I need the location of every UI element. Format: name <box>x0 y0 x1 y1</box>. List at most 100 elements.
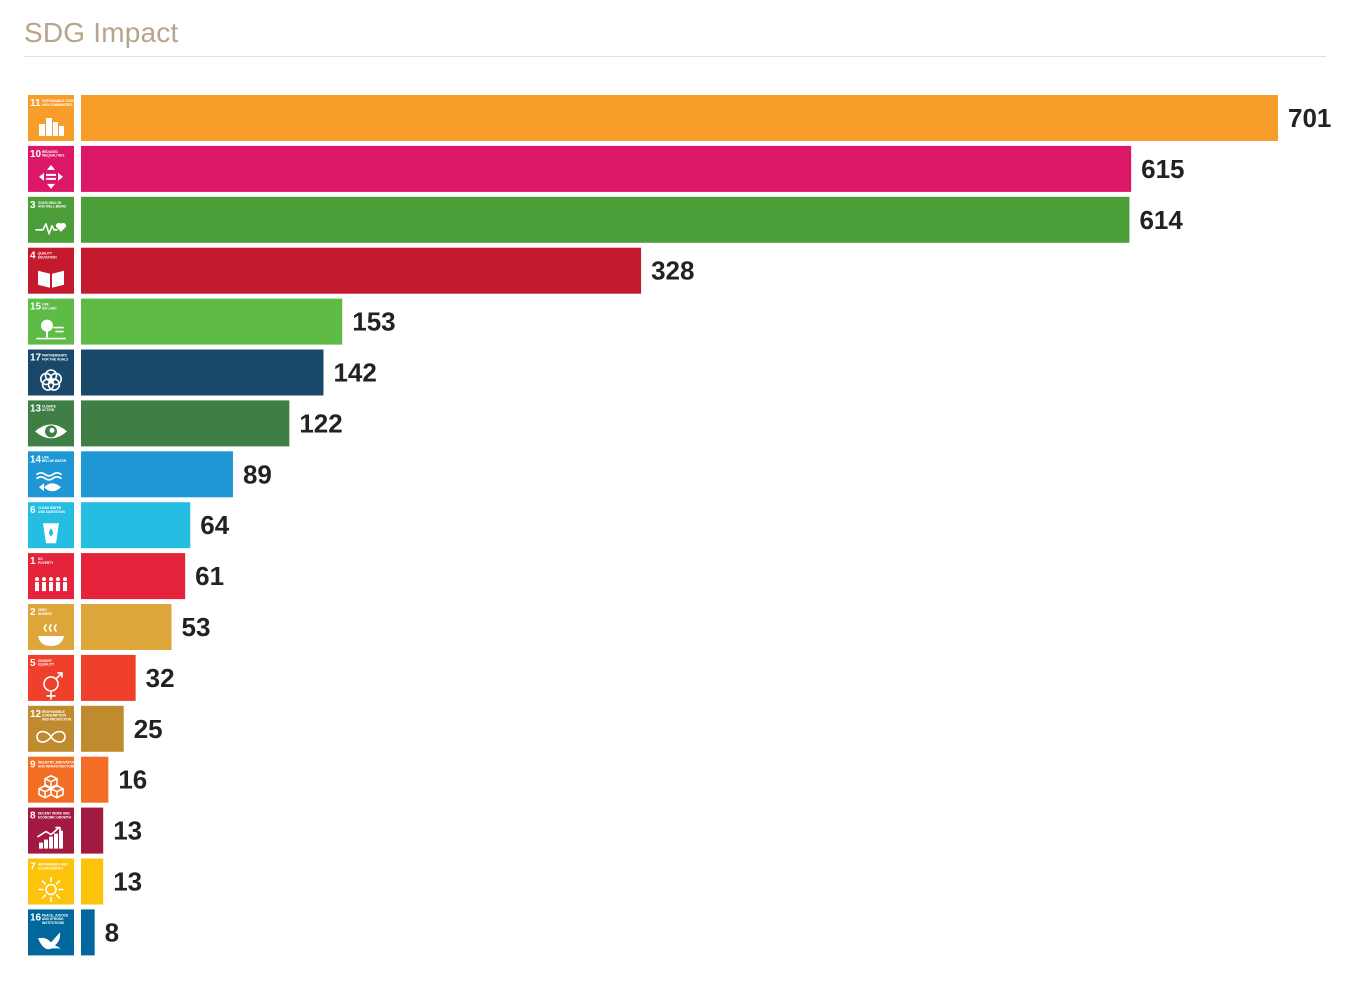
sdg-goal-caption: FOR THE GOALS <box>42 357 68 361</box>
sdg-13-bar <box>81 400 290 447</box>
infinity-icon <box>36 730 66 743</box>
sdg-goal-caption: REDUCED <box>42 150 58 154</box>
sdg-5-bar <box>81 654 136 701</box>
sdg-goal-caption: EDUCATION <box>38 256 57 260</box>
bar-value-label: 16 <box>118 765 147 795</box>
bar-value-label: 13 <box>113 816 142 846</box>
sdg-11-bar <box>81 95 1278 141</box>
sdg-goal-number: 14 <box>30 454 42 465</box>
sdg-goal-caption: HUNGER <box>38 612 53 616</box>
bar-value-label: 142 <box>333 358 376 388</box>
bar-value-label: 614 <box>1139 205 1183 235</box>
sdg-goal-caption: AND COMMUNITIES <box>42 103 72 107</box>
sdg-12-bar <box>81 705 124 752</box>
sdg-goal-caption: PARTNERSHIPS <box>42 354 67 358</box>
water-glass-icon <box>43 523 59 544</box>
sdg-2-bar <box>81 604 172 650</box>
sdg-goal-number: 13 <box>30 403 42 414</box>
sun-icon <box>38 876 64 903</box>
bar-value-label: 89 <box>243 459 272 489</box>
bar-value-label: 615 <box>1141 154 1184 184</box>
sdg-goal-number: 12 <box>30 709 42 720</box>
bar-value-label: 32 <box>146 663 175 693</box>
sdg-goal-caption: ACTION <box>42 408 55 412</box>
sdg-goal-caption: AND STRONG <box>42 917 64 921</box>
sdg-14-bar <box>81 451 233 498</box>
sdg-goal-number: 10 <box>30 149 42 160</box>
sdg-goal-caption: ON LAND <box>42 306 57 310</box>
sdg-goal-caption: GENDER <box>38 659 52 663</box>
sdg-goal-number: 4 <box>30 251 36 262</box>
sdg-goal-caption: POVERTY <box>38 561 54 565</box>
sdg-goal-caption: CLEAN WATER <box>38 506 62 510</box>
sdg-tile-background <box>28 247 74 294</box>
sdg-goal-caption: INDUSTRY, INNOVATION <box>38 761 76 765</box>
sdg-goal-number: 11 <box>30 98 41 109</box>
sdg-16-bar <box>81 909 95 956</box>
sdg-8-bar <box>81 807 104 854</box>
bar-value-label: 8 <box>105 917 119 947</box>
sdg-9-bar <box>81 756 109 803</box>
sdg-goal-number: 9 <box>30 760 36 771</box>
sdg-goal-caption: RESPONSIBLE <box>42 710 65 714</box>
fish-icon <box>36 472 62 492</box>
sdg-1-bar <box>81 553 186 600</box>
bar-value-label: 328 <box>651 256 694 286</box>
sdg-17-bar <box>81 349 324 396</box>
sdg-goal-caption: ZERO <box>38 608 47 612</box>
sdg-goal-number: 7 <box>30 862 36 873</box>
sdg-15-bar <box>81 298 343 345</box>
sdg-goal-caption: NO <box>38 557 43 561</box>
sdg-goal-caption: INEQUALITIES <box>42 154 64 158</box>
sdg-goal-caption: AND SANITATION <box>38 510 65 514</box>
growth-chart-icon <box>37 826 63 849</box>
sdg-goal-caption: AFFORDABLE AND <box>38 863 68 867</box>
sdg-goal-number: 3 <box>30 200 36 211</box>
sdg-goal-caption: CLIMATE <box>42 404 56 408</box>
sdg-goal-caption: EQUALITY <box>38 663 55 667</box>
equality-arrows-icon <box>39 164 63 189</box>
bar-value-label: 61 <box>195 561 224 591</box>
gender-icon <box>43 672 63 700</box>
sdg-tile-background <box>28 553 74 600</box>
family-icon <box>35 577 67 592</box>
sdg-goal-number: 6 <box>30 505 36 516</box>
bar-value-label: 701 <box>1288 103 1331 133</box>
sdg-goal-caption: PEACE, JUSTICE <box>42 913 68 917</box>
sdg-goal-caption: AND WELL-BEING <box>38 205 66 209</box>
sdg-tile-background <box>28 349 74 396</box>
bowl-icon <box>38 624 64 646</box>
sdg-4-bar <box>81 247 642 294</box>
sdg-goal-caption: SUSTAINABLE CITIES <box>42 99 76 103</box>
sdg-6-bar <box>81 502 191 549</box>
sdg-tile-background <box>28 196 74 243</box>
bar-value-label: 25 <box>134 714 163 744</box>
sdg-goal-number: 5 <box>30 658 36 669</box>
